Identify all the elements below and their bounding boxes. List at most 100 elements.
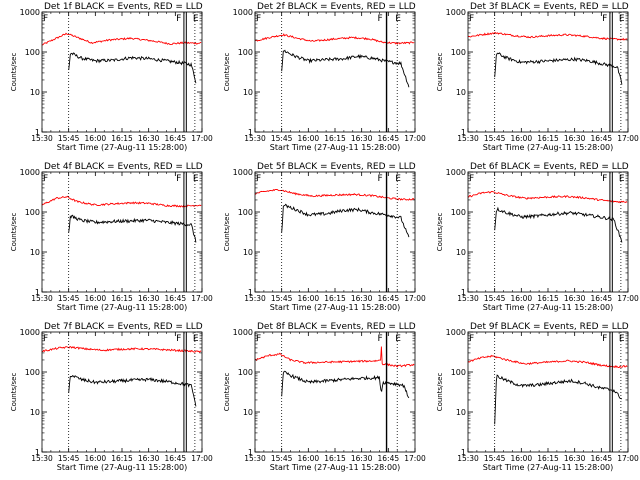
y-axis-label: Counts/sec	[10, 213, 18, 252]
y-tick-label: 10	[243, 88, 253, 97]
y-tick-label: 1000	[233, 8, 253, 17]
plot-frame	[41, 171, 203, 293]
marker-label-f: F	[176, 174, 181, 184]
y-tick-label: 100	[238, 48, 253, 57]
marker-label-f: F	[176, 334, 181, 344]
y-axis-label: Counts/sec	[223, 53, 231, 92]
marker-label-f: F	[602, 14, 607, 24]
marker-label-e: E	[395, 14, 401, 24]
x-tick-label: 15:45	[58, 294, 80, 303]
chart-title: Det 6f BLACK = Events, RED = LLD	[470, 162, 629, 172]
x-axis-label: Start Time (27-Aug-11 15:28:00)	[270, 463, 401, 472]
x-tick-label: 16:00	[511, 134, 533, 143]
chart-panel-8: Det 8f BLACK = Events, RED = LLD F F E 1 10 10…	[223, 322, 426, 472]
marker-label-f: F	[43, 14, 48, 24]
x-axis-label: Start Time (27-Aug-11 15:28:00)	[57, 143, 188, 152]
x-axis-label: Start Time (27-Aug-11 15:28:00)	[57, 463, 188, 472]
x-tick-label: 16:45	[378, 294, 400, 303]
chart-title: Det 5f BLACK = Events, RED = LLD	[257, 162, 416, 172]
x-tick-label: 17:00	[617, 134, 639, 143]
x-tick-label: 16:45	[165, 454, 187, 463]
marker-label-e: E	[619, 174, 625, 184]
x-tick-label: 15:45	[484, 294, 506, 303]
y-tick-label: 1	[461, 128, 466, 137]
marker-label-f: F	[43, 334, 48, 344]
y-tick-label: 100	[451, 48, 466, 57]
y-tick-label: 1000	[20, 328, 40, 337]
marker-label-f: F	[256, 14, 261, 24]
x-tick-label: 15:30	[457, 454, 479, 463]
x-tick-label: 16:15	[111, 134, 133, 143]
y-axis-label: Counts/sec	[436, 213, 444, 252]
y-axis-label: Counts/sec	[223, 373, 231, 412]
series-lld-line	[254, 189, 415, 201]
plot-frame	[467, 331, 629, 453]
x-tick-label: 16:00	[298, 294, 320, 303]
y-tick-label: 1	[248, 448, 253, 457]
y-tick-label: 1000	[20, 8, 40, 17]
x-tick-label: 16:30	[138, 454, 160, 463]
x-tick-label: 15:45	[271, 134, 293, 143]
series-events-line	[281, 49, 410, 88]
marker-label-f: F	[602, 334, 607, 344]
y-tick-label: 1000	[20, 168, 40, 177]
marker-label-f: F	[469, 14, 474, 24]
x-tick-label: 16:15	[324, 294, 346, 303]
chart-panel-9: Det 9f BLACK = Events, RED = LLD F F E 1 10 10…	[436, 322, 639, 472]
y-tick-label: 100	[25, 368, 40, 377]
marker-label-f: F	[176, 14, 181, 24]
x-tick-label: 15:45	[271, 294, 293, 303]
x-tick-label: 16:45	[165, 294, 187, 303]
y-tick-label: 1	[35, 128, 40, 137]
y-tick-label: 10	[456, 248, 466, 257]
y-tick-label: 10	[456, 88, 466, 97]
series-lld-line	[41, 195, 202, 208]
chart-title: Det 7f BLACK = Events, RED = LLD	[44, 322, 203, 332]
x-axis-label: Start Time (27-Aug-11 15:28:00)	[270, 303, 401, 312]
y-tick-label: 1	[248, 288, 253, 297]
y-tick-label: 10	[243, 408, 253, 417]
chart-title: Det 8f BLACK = Events, RED = LLD	[257, 322, 416, 332]
x-tick-label: 15:45	[484, 134, 506, 143]
y-tick-label: 1	[461, 288, 466, 297]
series-lld-line	[254, 33, 415, 45]
y-axis-label: Counts/sec	[436, 373, 444, 412]
x-tick-label: 16:30	[564, 454, 586, 463]
chart-title: Det 4f BLACK = Events, RED = LLD	[44, 162, 203, 172]
x-tick-label: 16:30	[138, 294, 160, 303]
marker-label-f: F	[378, 174, 383, 184]
y-axis-label: Counts/sec	[436, 53, 444, 92]
x-tick-label: 15:30	[31, 454, 53, 463]
chart-panel-6: Det 6f BLACK = Events, RED = LLD F F E 1 10 10…	[436, 162, 639, 312]
y-axis-label: Counts/sec	[10, 53, 18, 92]
chart-panel-3: Det 3f BLACK = Events, RED = LLD F F E 1 10 10…	[436, 2, 639, 152]
plot-frame	[467, 171, 629, 293]
x-tick-label: 16:30	[564, 294, 586, 303]
x-tick-label: 16:00	[85, 294, 107, 303]
x-tick-label: 16:15	[537, 134, 559, 143]
y-tick-label: 100	[238, 368, 253, 377]
x-tick-label: 16:00	[85, 134, 107, 143]
chart-title: Det 3f BLACK = Events, RED = LLD	[470, 2, 629, 12]
y-tick-label: 10	[30, 248, 40, 257]
x-tick-label: 16:15	[537, 294, 559, 303]
marker-label-f: F	[602, 174, 607, 184]
x-axis-label: Start Time (27-Aug-11 15:28:00)	[483, 463, 614, 472]
series-events-line	[494, 206, 623, 243]
x-tick-label: 16:00	[298, 454, 320, 463]
y-tick-label: 1000	[446, 168, 466, 177]
plot-frame	[254, 331, 416, 453]
marker-label-f: F	[378, 334, 383, 344]
series-lld-line	[467, 190, 628, 204]
x-tick-label: 16:15	[324, 454, 346, 463]
x-axis-label: Start Time (27-Aug-11 15:28:00)	[483, 143, 614, 152]
y-tick-label: 100	[238, 208, 253, 217]
marker-label-e: E	[619, 14, 625, 24]
x-tick-label: 15:30	[457, 294, 479, 303]
chart-panel-4: Det 4f BLACK = Events, RED = LLD F F E 1 10 10…	[10, 162, 213, 312]
marker-label-e: E	[395, 334, 401, 344]
chart-panel-2: Det 2f BLACK = Events, RED = LLD F F E 1 10 10…	[223, 2, 426, 152]
x-tick-label: 15:30	[244, 134, 266, 143]
marker-label-e: E	[193, 14, 199, 24]
